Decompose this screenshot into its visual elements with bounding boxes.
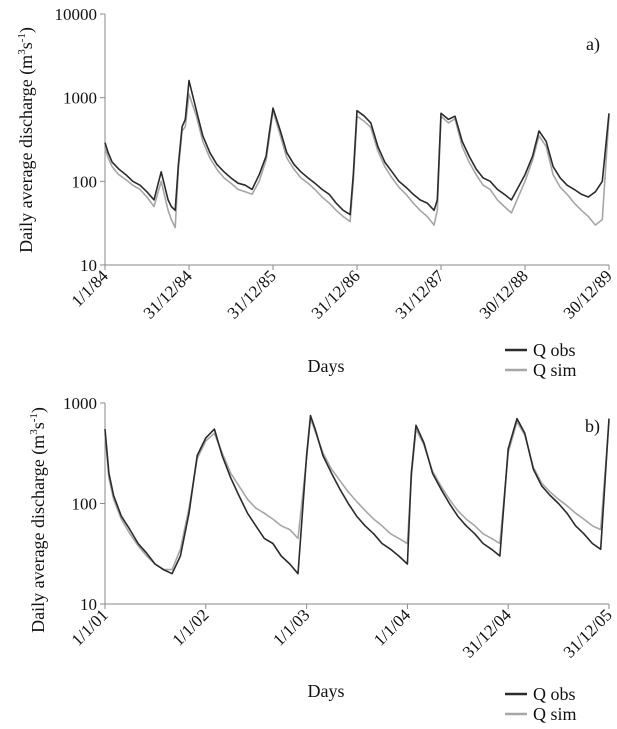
- series-line-q-obs: [104, 414, 610, 575]
- legend-entry: Q sim: [533, 360, 577, 380]
- x-tick-label: 31/12/85: [224, 266, 280, 322]
- y-tick-label: 10: [80, 256, 97, 275]
- series-line-q-sim: [104, 417, 610, 571]
- x-tick-label: 31/12/87: [392, 266, 449, 323]
- legend-entry: Q sim: [533, 704, 577, 724]
- x-tick-label: 31/12/86: [308, 266, 364, 322]
- panel-a-x-ticks: 1/1/84 31/12/84 31/12/85 31/12/86 31/12/87 30…: [68, 265, 616, 323]
- y-tick-label: 10: [80, 595, 97, 614]
- panel-b-series: [104, 414, 610, 575]
- x-tick-label: 31/12/84: [140, 266, 197, 323]
- panel-b-label: b): [585, 416, 600, 437]
- y-tick-label: 100: [72, 495, 98, 514]
- panel-b-x-ticks: 1/1/01 1/1/02 1/1/03 1/1/04 31/12/04 31/12/05: [68, 604, 616, 662]
- panel-a-series: [104, 79, 610, 229]
- x-tick-label: 30/12/89: [560, 266, 616, 322]
- panel-b-y-ticks: 10 100 1000: [63, 394, 105, 614]
- x-tick-label: 1/1/03: [269, 605, 313, 649]
- x-tick-label: 31/12/05: [560, 605, 616, 661]
- legend-entry: Q obs: [533, 340, 576, 360]
- x-tick-label: 1/1/04: [370, 605, 415, 650]
- x-tick-label: 31/12/04: [459, 605, 516, 662]
- x-tick-label: 30/12/88: [476, 266, 532, 322]
- legend-entry: Q obs: [533, 684, 576, 704]
- panel-a-y-ticks: 10 100 1000 10000: [55, 5, 105, 275]
- panel-b-y-label: Daily average discharge (m3s-1): [28, 407, 49, 633]
- panel-a-x-label: Days: [308, 356, 345, 376]
- y-tick-label: 100: [72, 172, 98, 191]
- y-tick-label: 10000: [55, 5, 98, 24]
- panel-a-label: a): [586, 34, 600, 55]
- y-tick-label: 1000: [63, 89, 97, 108]
- y-tick-label: 1000: [63, 394, 97, 413]
- panel-b-x-label: Days: [308, 681, 345, 701]
- panel-a-y-label: Daily average discharge (m3s-1): [16, 27, 37, 253]
- series-line-q-obs: [104, 79, 610, 216]
- x-tick-label: 1/1/02: [168, 605, 212, 649]
